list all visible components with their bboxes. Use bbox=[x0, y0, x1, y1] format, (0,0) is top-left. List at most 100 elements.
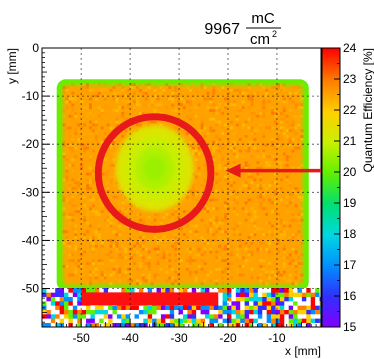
heatmap-cell bbox=[127, 117, 131, 121]
noise-cell bbox=[315, 296, 320, 302]
heatmap-cell bbox=[247, 259, 251, 263]
noise-cell bbox=[72, 301, 78, 306]
heatmap-cell bbox=[262, 149, 266, 153]
noise-cell bbox=[218, 305, 223, 310]
heatmap-cell bbox=[194, 152, 198, 156]
heatmap-cell bbox=[112, 230, 116, 234]
heatmap-cell bbox=[74, 132, 78, 136]
heatmap-cell bbox=[156, 282, 160, 286]
heatmap-cell bbox=[200, 97, 204, 101]
heatmap-cell bbox=[241, 207, 245, 211]
heatmap-cell bbox=[65, 169, 69, 173]
heatmap-cell bbox=[106, 129, 110, 133]
heatmap-cell bbox=[88, 106, 92, 110]
heatmap-cell bbox=[68, 146, 72, 150]
heatmap-cell bbox=[259, 172, 263, 176]
heatmap-cell bbox=[265, 88, 269, 92]
noise-cell bbox=[196, 305, 201, 310]
noise-cell bbox=[121, 322, 126, 327]
heatmap-cell bbox=[86, 178, 89, 182]
heatmap-cell bbox=[91, 250, 95, 254]
heatmap-cell bbox=[188, 100, 192, 104]
heatmap-cell bbox=[282, 126, 286, 130]
heatmap-cell bbox=[238, 221, 242, 225]
heatmap-cell bbox=[238, 256, 242, 260]
heatmap-cell bbox=[262, 114, 266, 118]
heatmap-cell bbox=[94, 126, 98, 130]
heatmap-cell bbox=[86, 210, 89, 213]
heatmap-cell bbox=[288, 155, 292, 159]
heatmap-cell bbox=[221, 155, 225, 159]
heatmap-cell bbox=[91, 181, 95, 185]
heatmap-cell bbox=[65, 279, 69, 283]
heatmap-cell bbox=[188, 143, 192, 147]
heatmap-cell bbox=[124, 270, 128, 274]
heatmap-cell bbox=[162, 256, 166, 260]
heatmap-cell bbox=[276, 184, 280, 188]
heatmap-cell bbox=[156, 212, 160, 216]
y-tick-label: -10 bbox=[22, 89, 40, 103]
heatmap-cell bbox=[276, 210, 280, 213]
heatmap-cell bbox=[109, 181, 113, 185]
noise-cell bbox=[257, 292, 263, 297]
heatmap-cell bbox=[191, 259, 195, 263]
noise-cell bbox=[68, 296, 74, 302]
heatmap-cell bbox=[100, 88, 104, 92]
noise-cell bbox=[130, 314, 135, 319]
heatmap-cell bbox=[276, 247, 280, 251]
heatmap-cell bbox=[71, 253, 75, 257]
heatmap-cell bbox=[138, 282, 142, 286]
heatmap-cell bbox=[291, 114, 295, 118]
noise-cell bbox=[227, 314, 232, 319]
heatmap-cell bbox=[285, 195, 289, 199]
heatmap-cell bbox=[121, 273, 125, 277]
heatmap-cell bbox=[171, 126, 175, 130]
heatmap-cell bbox=[88, 143, 92, 147]
heatmap-cell bbox=[238, 233, 242, 237]
heatmap-cell bbox=[156, 233, 160, 237]
heatmap-cell bbox=[141, 247, 145, 251]
heatmap-cell bbox=[221, 192, 225, 196]
heatmap-cell bbox=[144, 97, 148, 101]
heatmap-cell bbox=[294, 137, 298, 141]
heatmap-cell bbox=[253, 94, 257, 98]
heatmap-cell bbox=[238, 129, 242, 133]
heatmap-cell bbox=[274, 120, 277, 124]
heatmap-cell bbox=[188, 198, 192, 202]
heatmap-cell bbox=[265, 273, 269, 277]
heatmap-cell bbox=[215, 201, 219, 205]
heatmap-cell bbox=[135, 267, 139, 271]
noise-cell bbox=[253, 318, 259, 323]
heatmap-cell bbox=[285, 129, 289, 133]
heatmap-cell bbox=[168, 230, 172, 234]
heatmap-cell bbox=[212, 221, 216, 225]
heatmap-cell bbox=[206, 97, 210, 101]
noise-cell bbox=[46, 305, 52, 310]
heatmap-cell bbox=[247, 117, 251, 121]
heatmap-cell bbox=[259, 279, 263, 283]
noise-cell bbox=[257, 318, 263, 323]
heatmap-cell bbox=[224, 247, 228, 251]
noise-cell bbox=[169, 305, 175, 310]
heatmap-cell bbox=[197, 103, 201, 107]
noise-cell bbox=[271, 305, 276, 310]
heatmap-cell bbox=[212, 88, 216, 92]
heatmap-cell bbox=[144, 103, 148, 107]
heatmap-cell bbox=[159, 215, 163, 219]
heatmap-cell bbox=[279, 238, 283, 242]
heatmap-cell bbox=[65, 264, 69, 268]
noise-cell bbox=[42, 309, 47, 315]
heatmap-cell bbox=[232, 253, 236, 257]
noise-cell bbox=[319, 288, 321, 293]
heatmap-cell bbox=[229, 192, 233, 196]
heatmap-cell bbox=[100, 210, 104, 213]
colorbar-tick-label: 20 bbox=[343, 165, 357, 179]
heatmap-cell bbox=[71, 117, 75, 121]
heatmap-cell bbox=[227, 241, 230, 245]
heatmap-cell bbox=[124, 207, 128, 211]
heatmap-cell bbox=[256, 149, 260, 153]
heatmap-cell bbox=[262, 210, 266, 213]
noise-cell bbox=[279, 309, 285, 315]
heatmap-cell bbox=[177, 114, 181, 118]
